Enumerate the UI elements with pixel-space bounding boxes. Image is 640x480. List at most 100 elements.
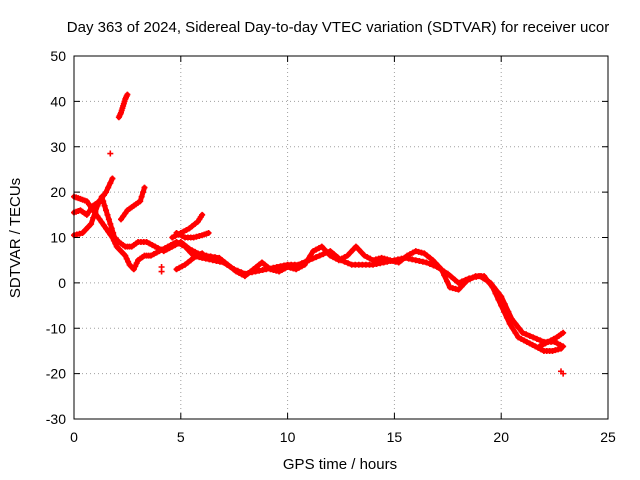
data-point xyxy=(448,273,455,280)
data-point xyxy=(122,252,129,259)
data-point xyxy=(486,280,493,287)
data-point xyxy=(98,219,105,226)
data-point xyxy=(512,329,519,336)
data-point xyxy=(88,220,95,227)
x-tick-label: 0 xyxy=(70,429,78,445)
data-point xyxy=(352,243,359,250)
data-points xyxy=(71,91,567,377)
data-point xyxy=(304,257,311,264)
data-point xyxy=(120,213,127,220)
x-tick-label: 10 xyxy=(280,429,296,445)
data-point xyxy=(355,246,362,253)
data-point xyxy=(318,243,325,250)
data-point xyxy=(105,184,112,191)
data-point xyxy=(130,266,137,273)
y-axis-label: SDTVAR / TECUs xyxy=(7,178,24,298)
data-point xyxy=(324,249,331,256)
data-point xyxy=(85,201,92,208)
data-point xyxy=(358,249,365,256)
data-point xyxy=(83,211,90,218)
data-point xyxy=(140,189,147,196)
data-point xyxy=(432,260,439,267)
y-tick-label: -20 xyxy=(46,366,66,382)
data-point xyxy=(495,296,502,303)
series-track-c xyxy=(71,194,564,354)
data-point xyxy=(90,214,97,221)
data-point xyxy=(125,258,132,265)
data-point xyxy=(509,325,516,332)
data-point xyxy=(438,266,445,273)
data-point xyxy=(82,226,89,233)
data-point xyxy=(492,290,499,297)
data-point xyxy=(199,250,206,257)
data-point xyxy=(100,198,107,205)
data-point xyxy=(530,334,537,341)
data-point xyxy=(85,223,92,230)
data-point xyxy=(516,325,522,332)
grid xyxy=(74,56,608,419)
data-point xyxy=(558,345,565,352)
chart-title: Day 363 of 2024, Sidereal Day-to-day VTE… xyxy=(67,19,609,36)
x-axis-label: GPS time / hours xyxy=(283,456,397,473)
data-point xyxy=(301,261,308,268)
data-point xyxy=(79,229,86,236)
data-point xyxy=(108,225,115,232)
data-point xyxy=(313,254,320,261)
y-tick-label: 50 xyxy=(50,48,66,64)
y-tick-label: -10 xyxy=(46,320,66,336)
data-point xyxy=(506,320,513,327)
data-point xyxy=(104,211,111,218)
data-point xyxy=(124,91,131,98)
data-point xyxy=(560,329,567,336)
data-point xyxy=(94,202,101,209)
data-point xyxy=(533,335,540,342)
data-point xyxy=(441,272,448,279)
data-point xyxy=(98,193,105,200)
data-point xyxy=(345,260,352,267)
data-point xyxy=(537,337,544,344)
data-point xyxy=(435,263,442,270)
data-point xyxy=(158,268,165,275)
data-point xyxy=(110,229,117,236)
data-point xyxy=(141,184,148,191)
data-point xyxy=(344,252,351,259)
data-point xyxy=(88,204,95,211)
data-point xyxy=(205,229,212,236)
data-point xyxy=(512,320,519,327)
data-point xyxy=(501,308,508,315)
x-tick-label: 25 xyxy=(600,429,616,445)
data-point xyxy=(92,208,99,215)
data-point xyxy=(526,332,533,339)
data-point xyxy=(321,246,328,253)
data-point xyxy=(137,198,144,205)
data-point xyxy=(461,280,468,287)
data-point xyxy=(523,331,530,338)
data-point xyxy=(481,273,488,280)
data-point xyxy=(320,251,327,258)
y-tick-label: 30 xyxy=(50,139,66,155)
x-tick-label: 5 xyxy=(177,429,185,445)
y-tick-label: -30 xyxy=(46,411,66,427)
data-point xyxy=(307,252,314,259)
series-track-b xyxy=(71,194,566,349)
data-point xyxy=(455,286,462,293)
data-point xyxy=(444,278,451,285)
data-point xyxy=(483,276,490,283)
data-point xyxy=(451,276,458,283)
x-tick-label: 20 xyxy=(493,429,509,445)
data-point xyxy=(105,216,112,223)
data-point xyxy=(117,216,124,223)
data-point xyxy=(101,202,108,209)
data-point xyxy=(498,302,505,309)
data-point xyxy=(316,252,323,259)
data-point xyxy=(347,249,354,256)
y-tick-label: 0 xyxy=(58,275,66,291)
data-point xyxy=(560,370,567,377)
data-point xyxy=(100,222,107,229)
y-tick-label: 10 xyxy=(50,230,66,246)
data-point xyxy=(138,193,145,200)
data-point xyxy=(489,284,496,291)
data-point xyxy=(423,259,430,266)
data-point xyxy=(103,189,110,196)
